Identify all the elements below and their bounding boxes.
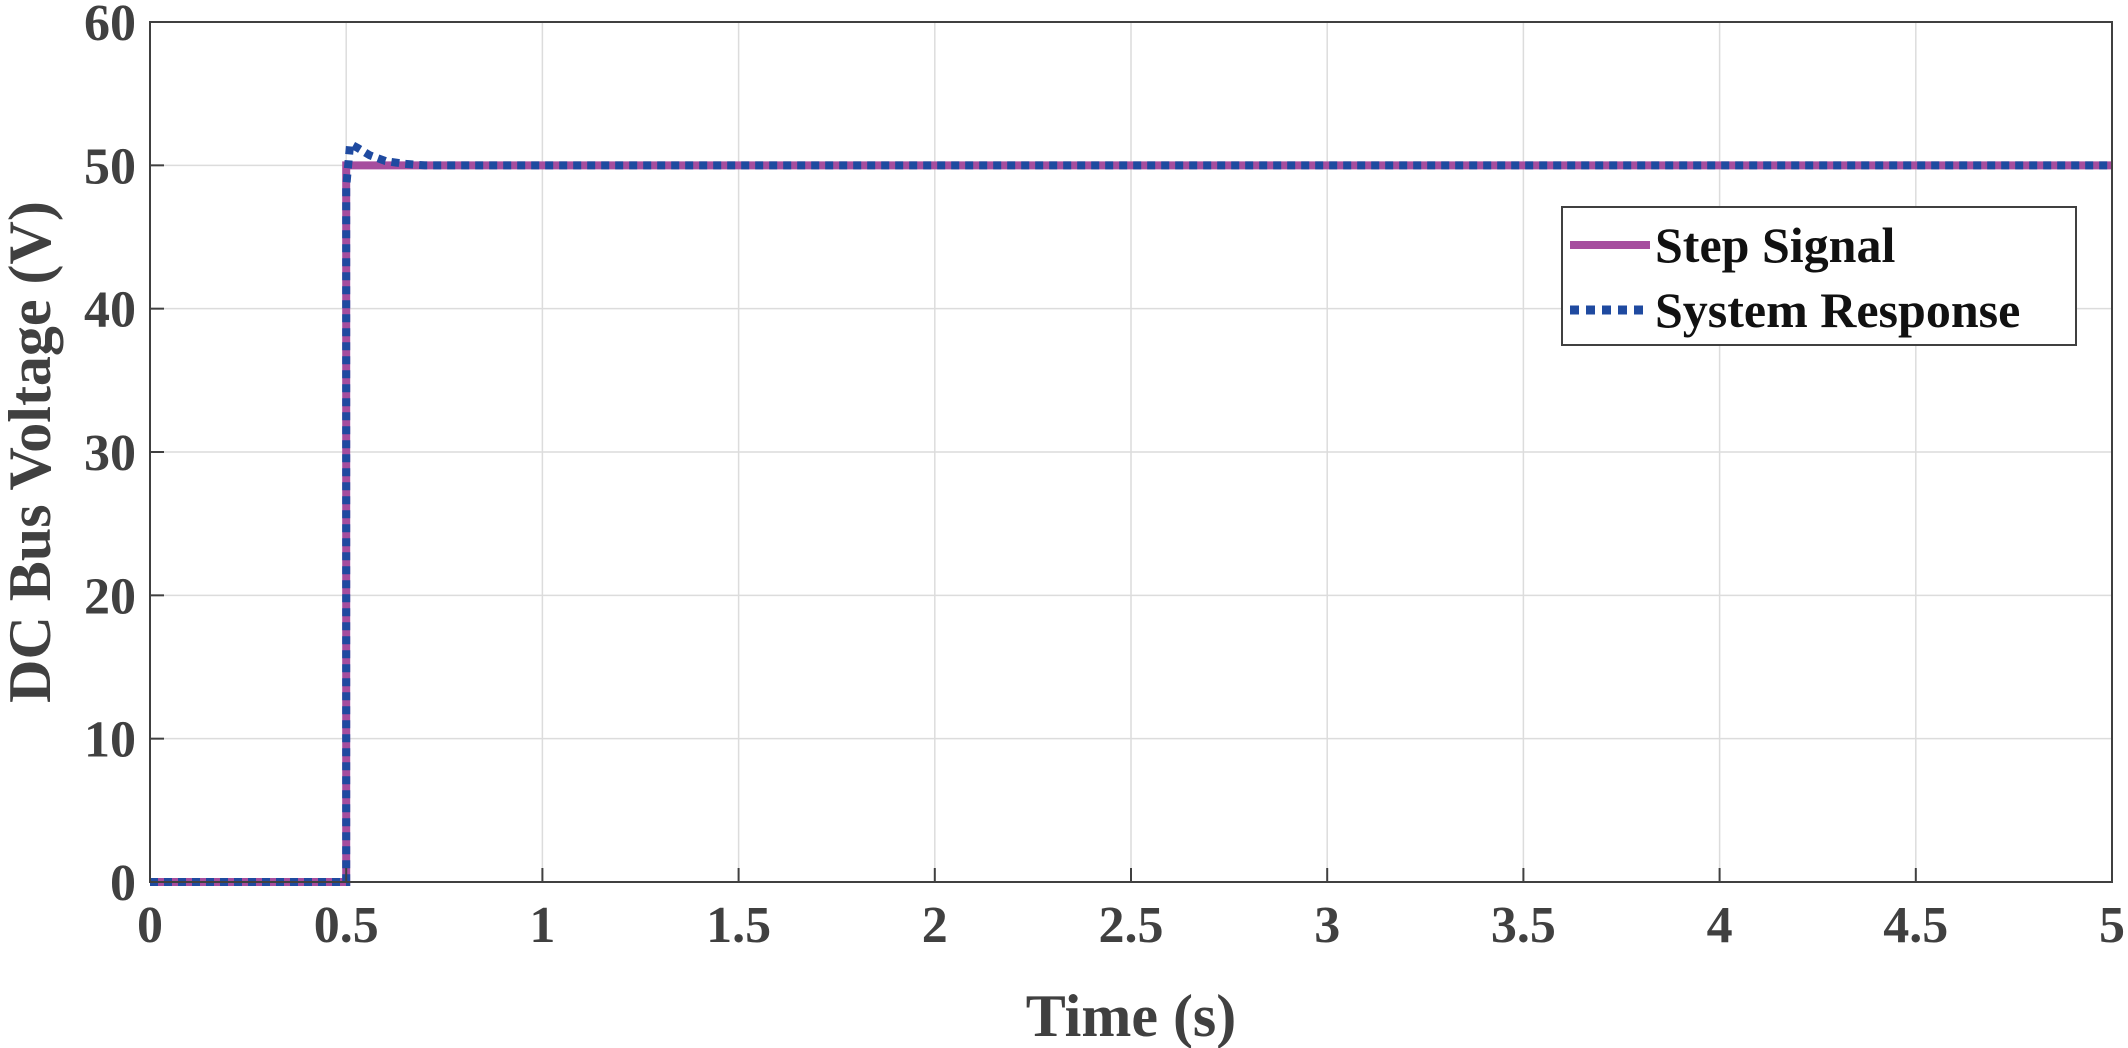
x-tick-label: 1 [529,897,555,954]
legend-label-system-response: System Response [1655,282,2020,338]
x-axis-label: Time (s) [1026,983,1237,1048]
legend-label-step-signal: Step Signal [1655,217,1895,273]
x-axis-ticks: 0 0.5 1 1.5 2 2.5 3 3.5 4 4.5 5 [137,868,2125,954]
legend-box [1561,206,2077,346]
x-tick-label: 4.5 [1883,897,1948,954]
series-system-response [150,137,2112,886]
x-tick-label: 4 [1707,897,1733,954]
x-tick-label: 2 [922,897,948,954]
x-tick-label: 0 [137,897,163,954]
y-tick-label: 10 [84,712,136,769]
y-axis-ticks: 0 10 20 30 40 50 60 [84,0,164,912]
y-tick-label: 0 [110,855,136,912]
x-tick-label: 3 [1314,897,1340,954]
y-tick-label: 30 [84,425,136,482]
y-tick-label: 20 [84,568,136,625]
x-tick-label: 0.5 [314,897,379,954]
y-tick-label: 50 [84,138,136,195]
y-tick-label: 60 [84,0,136,52]
x-tick-label: 1.5 [706,897,771,954]
x-tick-label: 5 [2099,897,2125,954]
y-tick-label: 40 [84,282,136,339]
x-tick-label: 2.5 [1099,897,1164,954]
x-tick-label: 3.5 [1491,897,1556,954]
y-axis-label: DC Bus Voltage (V) [0,201,63,703]
legend: Step Signal System Response [1561,206,2077,346]
